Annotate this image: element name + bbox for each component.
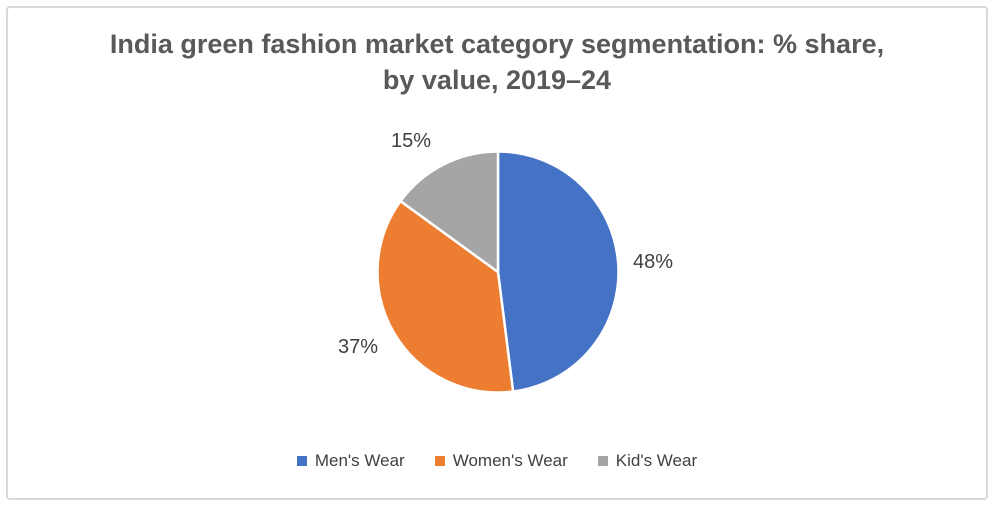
pie-slice-kid-s-wear — [399, 150, 500, 274]
legend-label-kids-wear: Kid's Wear — [615, 451, 698, 470]
legend-item-womens-wear: Women's Wear — [434, 451, 568, 471]
legend-swatch-mens-wear — [296, 456, 307, 466]
chart-title: India green fashion market category segm… — [0, 26, 994, 98]
legend-label-mens-wear: Men's Wear — [314, 451, 405, 470]
legend-swatch-kids-wear — [597, 456, 608, 466]
legend-item-kids-wear: Kid's Wear — [597, 451, 698, 471]
pie-slice-women-s-wear — [376, 199, 515, 394]
legend-label-womens-wear: Women's Wear — [452, 451, 568, 470]
legend-swatch-womens-wear — [434, 456, 445, 466]
legend-item-mens-wear: Men's Wear — [296, 451, 405, 471]
data-label-kids-wear: 15% — [391, 130, 432, 152]
pie-slice-men-s-wear — [496, 150, 620, 393]
data-label-mens-wear: 48% — [633, 251, 674, 273]
chart-title-line-1: India green fashion market category segm… — [109, 29, 885, 59]
chart-legend: Men's Wear Women's Wear Kid's Wear — [0, 451, 994, 471]
data-label-womens-wear: 37% — [338, 336, 379, 358]
chart-title-line-2: by value, 2019–24 — [382, 65, 612, 95]
